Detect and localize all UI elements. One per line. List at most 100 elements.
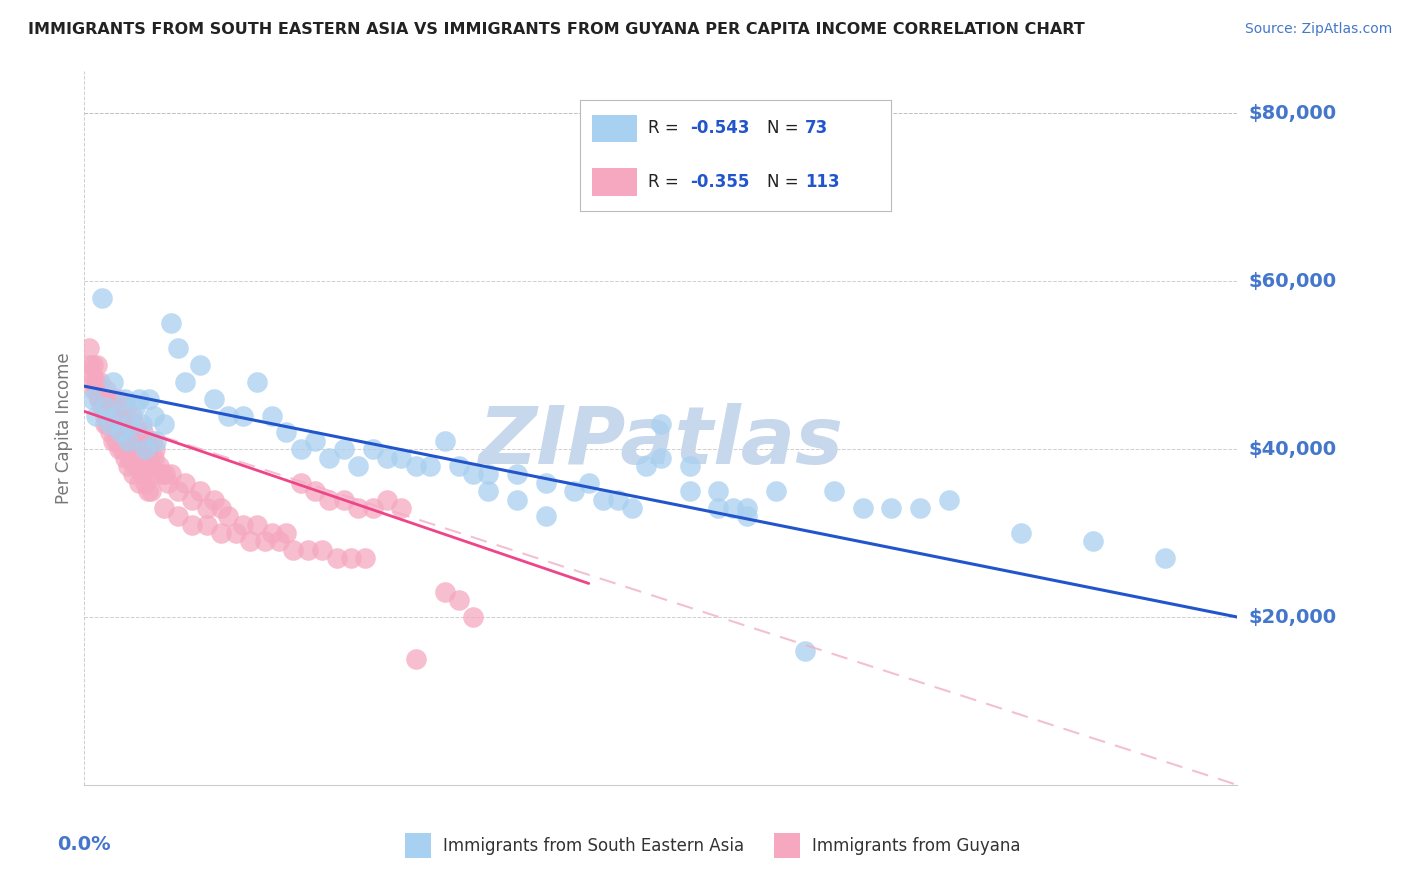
Point xyxy=(152,417,174,431)
Point xyxy=(246,375,269,389)
Point xyxy=(84,409,107,423)
Point xyxy=(134,442,156,457)
Point xyxy=(134,458,156,473)
Point xyxy=(880,500,903,515)
Point xyxy=(150,467,173,482)
Point xyxy=(910,500,932,515)
Point xyxy=(86,358,108,372)
Point xyxy=(283,542,305,557)
Point xyxy=(80,367,103,381)
Point xyxy=(325,551,347,566)
Text: R =: R = xyxy=(648,120,685,137)
Point xyxy=(128,392,150,406)
Point xyxy=(311,542,333,557)
Point xyxy=(124,400,146,414)
Point xyxy=(98,417,121,431)
Point xyxy=(276,526,298,541)
Text: 0.0%: 0.0% xyxy=(58,835,111,854)
Point xyxy=(167,509,190,524)
Point xyxy=(82,358,104,372)
Point xyxy=(110,425,132,440)
FancyBboxPatch shape xyxy=(581,100,891,211)
Point xyxy=(232,409,254,423)
Point xyxy=(117,434,139,448)
Point xyxy=(77,342,100,356)
Point xyxy=(142,409,165,423)
Point xyxy=(90,400,112,414)
Point xyxy=(318,450,340,465)
Point xyxy=(87,392,110,406)
Point xyxy=(938,492,960,507)
Text: N =: N = xyxy=(766,173,804,191)
Point xyxy=(124,417,146,431)
Point xyxy=(195,500,218,515)
Point xyxy=(136,450,159,465)
Point xyxy=(93,409,115,423)
Point xyxy=(141,434,163,448)
Point xyxy=(129,434,152,448)
Point xyxy=(100,392,122,406)
Point xyxy=(96,417,118,431)
Point xyxy=(91,392,114,406)
Point xyxy=(96,409,118,423)
Point xyxy=(592,492,614,507)
Text: $80,000: $80,000 xyxy=(1249,103,1337,123)
Point xyxy=(110,400,132,414)
Point xyxy=(506,492,529,507)
Text: ZIPatlas: ZIPatlas xyxy=(478,403,844,482)
Point xyxy=(449,593,471,607)
Point xyxy=(333,442,356,457)
Point xyxy=(90,291,112,305)
Point xyxy=(111,417,134,431)
Point xyxy=(621,500,644,515)
Point xyxy=(139,484,162,499)
Text: Source: ZipAtlas.com: Source: ZipAtlas.com xyxy=(1244,22,1392,37)
Point xyxy=(160,316,183,330)
Point xyxy=(132,425,155,440)
Point xyxy=(145,434,167,448)
Point xyxy=(79,358,101,372)
Point xyxy=(98,400,121,414)
Point xyxy=(128,475,150,490)
Point xyxy=(318,492,340,507)
Point xyxy=(304,484,326,499)
Point xyxy=(391,450,413,465)
Point xyxy=(606,492,628,507)
Point xyxy=(340,551,363,566)
Point xyxy=(188,484,211,499)
Point xyxy=(534,509,557,524)
Point xyxy=(108,442,131,457)
Point xyxy=(148,458,170,473)
Point xyxy=(267,534,290,549)
Point xyxy=(636,458,658,473)
Point xyxy=(405,652,427,666)
FancyBboxPatch shape xyxy=(405,833,432,858)
Text: Immigrants from Guyana: Immigrants from Guyana xyxy=(811,837,1021,855)
Point xyxy=(405,458,427,473)
Point xyxy=(174,475,197,490)
Point xyxy=(125,458,148,473)
Point xyxy=(202,492,225,507)
Point xyxy=(650,417,672,431)
Point xyxy=(94,400,117,414)
Text: -0.355: -0.355 xyxy=(690,173,749,191)
FancyBboxPatch shape xyxy=(773,833,800,858)
Point xyxy=(297,542,319,557)
Point xyxy=(433,585,456,599)
Point xyxy=(463,610,485,624)
Point xyxy=(145,467,167,482)
Point xyxy=(707,500,730,515)
Point xyxy=(477,467,499,482)
Point xyxy=(82,375,104,389)
Point xyxy=(209,500,232,515)
Point xyxy=(202,392,225,406)
Point xyxy=(115,400,138,414)
Point xyxy=(354,551,377,566)
Point xyxy=(125,442,148,457)
Point xyxy=(90,400,112,414)
Point xyxy=(107,392,129,406)
Point xyxy=(143,442,166,457)
Text: 73: 73 xyxy=(806,120,828,137)
Point xyxy=(1154,551,1177,566)
Text: -0.543: -0.543 xyxy=(690,120,749,137)
